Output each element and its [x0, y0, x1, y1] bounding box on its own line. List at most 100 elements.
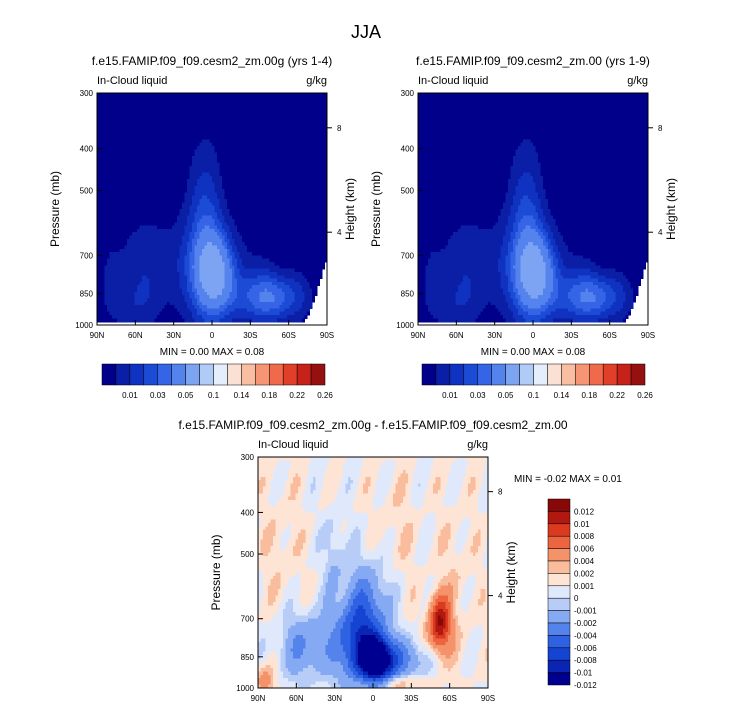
contour-cell	[142, 238, 146, 243]
contour-cell	[259, 242, 263, 247]
contour-cell	[282, 192, 286, 197]
contour-cell	[132, 93, 136, 97]
contour-cell	[157, 185, 161, 190]
contour-cell	[152, 222, 156, 227]
contour-cell	[282, 159, 286, 164]
contour-cell	[322, 172, 326, 177]
contour-cell	[129, 245, 133, 250]
contour-cell	[264, 192, 268, 197]
contour-cell	[129, 142, 133, 147]
contour-cell	[97, 136, 101, 140]
contour-cell	[274, 102, 278, 107]
contour-cell	[124, 146, 128, 150]
contour-cell	[264, 119, 268, 124]
contour-cell	[294, 238, 298, 243]
contour-cell	[244, 129, 248, 134]
contour-cell	[169, 262, 173, 266]
contour-cell	[252, 222, 256, 227]
contour-cell	[127, 155, 131, 160]
contour-cell	[319, 225, 323, 230]
contour-cell	[217, 212, 221, 217]
contour-cell	[184, 212, 188, 217]
contour-cell	[127, 112, 131, 117]
contour-cell	[132, 142, 136, 147]
contour-cell	[269, 102, 273, 107]
contour-cell	[232, 122, 236, 127]
contour-cell	[142, 192, 146, 197]
contour-cell	[217, 222, 221, 227]
contour-cell	[257, 139, 261, 144]
contour-cell	[317, 195, 321, 200]
contour-cell	[297, 195, 301, 200]
contour-cell	[139, 212, 143, 217]
contour-cell	[124, 222, 128, 227]
contour-cell	[179, 149, 183, 154]
contour-cell	[157, 139, 161, 144]
contour-cell	[177, 228, 181, 233]
contour-cell	[264, 175, 268, 180]
contour-cell	[274, 235, 278, 240]
contour-cell	[249, 159, 253, 164]
contour-cell	[317, 245, 321, 250]
contour-cell	[199, 132, 203, 137]
contour-cell	[169, 182, 173, 187]
contour-cell	[212, 202, 216, 207]
contour-cell	[299, 122, 303, 127]
contour-cell	[274, 99, 278, 104]
contour-cell	[232, 242, 236, 247]
contour-cell	[109, 146, 113, 150]
contour-cell	[272, 245, 276, 250]
contour-cell	[129, 192, 133, 197]
contour-cell	[174, 175, 178, 180]
contour-cell	[314, 146, 318, 150]
contour-cell	[317, 215, 321, 220]
contour-cell	[132, 152, 136, 157]
contour-cell	[167, 165, 171, 170]
contour-cell	[227, 228, 231, 233]
contour-cell	[189, 189, 193, 194]
contour-cell	[222, 248, 226, 253]
contour-cell	[222, 142, 226, 147]
contour-cell	[174, 262, 178, 266]
contour-cell	[217, 225, 221, 230]
contour-cell	[207, 202, 211, 207]
contour-cell	[219, 218, 223, 223]
contour-cell	[204, 149, 208, 154]
contour-cell	[319, 215, 323, 220]
contour-cell	[254, 165, 258, 170]
contour-cell	[157, 218, 161, 223]
contour-cell	[169, 228, 173, 233]
contour-cell	[294, 149, 298, 154]
contour-cell	[182, 222, 186, 227]
contour-cell	[182, 228, 186, 233]
contour-cell	[247, 252, 251, 256]
contour-cell	[99, 142, 103, 147]
contour-cell	[157, 195, 161, 200]
contour-cell	[299, 225, 303, 230]
contour-cell	[202, 252, 206, 256]
contour-cell	[109, 252, 113, 256]
contour-cell	[97, 205, 101, 210]
contour-cell	[164, 195, 168, 200]
contour-cell	[164, 179, 168, 184]
contour-cell	[157, 175, 161, 180]
contour-cell	[307, 102, 311, 107]
contour-cell	[312, 202, 316, 207]
contour-cell	[119, 172, 123, 177]
contour-cell	[149, 149, 153, 154]
contour-cell	[227, 218, 231, 223]
contour-cell	[214, 258, 218, 263]
contour-cell	[104, 102, 108, 107]
contour-cell	[317, 126, 321, 131]
contour-cell	[247, 96, 251, 101]
contour-cell	[97, 212, 101, 217]
contour-cell	[179, 152, 183, 157]
contour-cell	[259, 119, 263, 124]
contour-cell	[177, 106, 181, 111]
contour-cell	[117, 222, 121, 227]
contour-cell	[252, 212, 256, 217]
contour-cell	[202, 205, 206, 210]
contour-cell	[172, 252, 176, 256]
contour-cell	[289, 218, 293, 223]
contour-cell	[217, 245, 221, 250]
